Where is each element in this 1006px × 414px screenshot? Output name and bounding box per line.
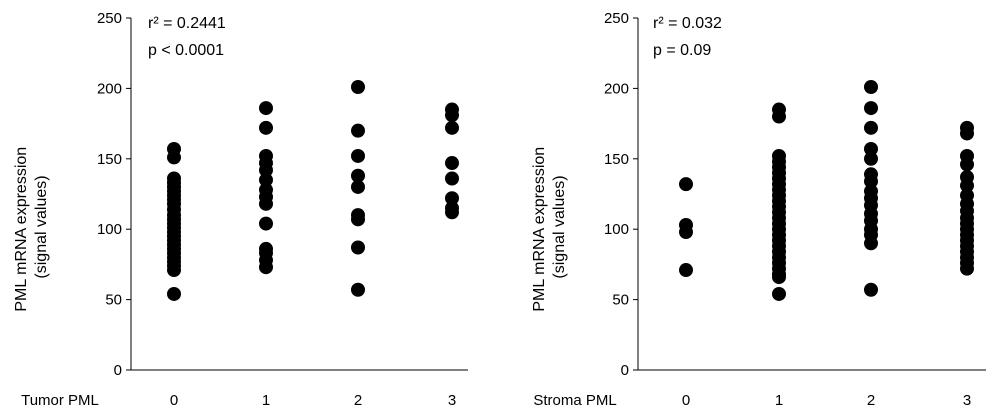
data-point <box>259 163 273 178</box>
data-point <box>960 157 974 172</box>
data-point <box>351 168 365 183</box>
data-point <box>960 178 974 193</box>
data-point <box>960 126 974 141</box>
y-axis-label-line2: (signal values) <box>551 175 568 278</box>
data-point <box>351 282 365 297</box>
x-category-label: 3 <box>448 392 456 409</box>
y-axis-label-line1: PML mRNA expression <box>13 147 30 312</box>
data-point <box>259 101 273 116</box>
y-tick-label: 200 <box>97 80 122 97</box>
y-axis-label-line2: (signal values) <box>33 175 50 278</box>
data-point <box>167 286 181 301</box>
x-category-label: 2 <box>354 392 362 409</box>
data-point <box>679 225 693 240</box>
data-point <box>772 270 786 285</box>
data-point <box>351 240 365 255</box>
y-tick-label: 250 <box>97 10 122 27</box>
x-category-label: 1 <box>775 392 783 409</box>
x-category-label: 3 <box>963 392 971 409</box>
data-points <box>679 79 974 301</box>
data-point <box>351 123 365 138</box>
data-point <box>772 109 786 124</box>
data-point <box>259 172 273 187</box>
stroma-pml-chart: PML mRNA expression (signal values) 0 50 1… <box>531 10 986 409</box>
data-point <box>445 108 459 123</box>
y-axis-ticks: 0 50 100 150 200 250 <box>604 10 638 379</box>
y-axis-label-line1: PML mRNA expression <box>531 147 548 312</box>
data-point <box>351 79 365 94</box>
data-point <box>864 151 878 166</box>
data-point <box>445 205 459 220</box>
data-point <box>351 212 365 227</box>
data-points <box>167 79 459 301</box>
y-tick-label: 250 <box>604 10 629 27</box>
y-tick-label: 200 <box>604 80 629 97</box>
data-point <box>445 156 459 171</box>
data-point <box>259 196 273 211</box>
x-category-labels: 0 1 2 3 <box>682 392 971 409</box>
data-point <box>864 282 878 297</box>
data-point <box>351 179 365 194</box>
y-axis-ticks: 0 50 100 150 200 250 <box>97 10 131 379</box>
r-squared-annotation: r² = 0.032 <box>653 15 722 32</box>
p-value-annotation: p = 0.09 <box>653 42 711 59</box>
y-tick-label: 50 <box>612 292 629 309</box>
data-point <box>445 171 459 186</box>
x-category-label: 0 <box>170 392 178 409</box>
r-squared-annotation: r² = 0.2441 <box>148 15 226 32</box>
data-point <box>864 79 878 94</box>
x-category-label: 2 <box>867 392 875 409</box>
data-point <box>679 177 693 192</box>
data-point <box>351 148 365 163</box>
y-tick-label: 100 <box>97 221 122 238</box>
data-point <box>445 191 459 206</box>
p-value-annotation: p < 0.0001 <box>148 42 224 59</box>
data-point <box>960 261 974 276</box>
data-point <box>259 120 273 135</box>
x-axis-label: Stroma PML <box>533 392 616 409</box>
data-point <box>864 101 878 116</box>
data-point <box>772 286 786 301</box>
data-point <box>445 120 459 135</box>
y-tick-label: 100 <box>604 221 629 238</box>
y-tick-label: 150 <box>97 151 122 168</box>
data-point <box>679 263 693 278</box>
data-point <box>167 263 181 278</box>
data-point <box>864 141 878 156</box>
y-axis-label: PML mRNA expression (signal values) <box>531 142 568 311</box>
y-tick-label: 150 <box>604 151 629 168</box>
data-point <box>864 236 878 251</box>
x-category-labels: 0 1 2 3 <box>170 392 456 409</box>
data-point <box>167 150 181 165</box>
data-point <box>259 216 273 231</box>
tumor-pml-chart: PML mRNA expression (signal values) 0 50 1… <box>13 10 468 409</box>
data-point <box>864 120 878 135</box>
y-tick-label: 0 <box>114 362 122 379</box>
data-point <box>864 174 878 189</box>
y-tick-label: 50 <box>105 292 122 309</box>
x-category-label: 0 <box>682 392 690 409</box>
data-point <box>259 260 273 275</box>
y-tick-label: 0 <box>621 362 629 379</box>
y-axis-label: PML mRNA expression (signal values) <box>13 142 50 311</box>
x-axis-label: Tumor PML <box>21 392 99 409</box>
x-category-label: 1 <box>262 392 270 409</box>
